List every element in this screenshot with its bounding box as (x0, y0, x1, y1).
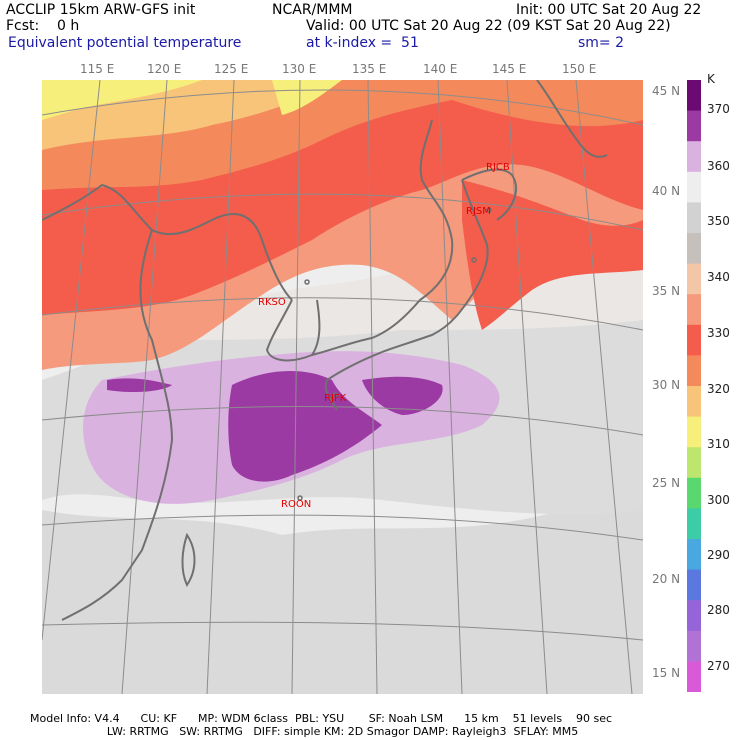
graticule (42, 80, 643, 694)
lon-label: 140 E (423, 62, 458, 76)
station-label: RKSO (258, 297, 286, 308)
field-name: Equivalent potential temperature (8, 35, 242, 51)
colorbar-tick: 280 (707, 603, 730, 617)
lon-label: 115 E (80, 62, 115, 76)
colorbar-segment (687, 447, 701, 479)
colorbar-tick: 300 (707, 493, 730, 507)
lon-label: 135 E (352, 62, 387, 76)
lat-label: 20 N (652, 572, 681, 586)
purple-field (228, 370, 382, 482)
colorbar-segment (687, 202, 701, 234)
colorbar-segment (687, 324, 701, 356)
level-label: at k-index = 51 (306, 35, 419, 51)
smoothing-label: sm= 2 (578, 35, 625, 51)
lon-label: 145 E (492, 62, 527, 76)
colorbar-segment (687, 294, 701, 326)
colorbar-segment (687, 600, 701, 632)
colorbar-segment (687, 80, 701, 112)
model-title: ACCLIP 15km ARW-GFS init (6, 2, 196, 18)
lon-label: 130 E (282, 62, 317, 76)
red-field-east (462, 180, 643, 330)
colorbar-tick: 330 (707, 326, 730, 340)
colorbar-tick: 370 (707, 102, 730, 116)
colorbar-tick: 270 (707, 659, 730, 673)
station-label: RJFK (324, 393, 347, 404)
colorbar (687, 80, 701, 692)
org-label: NCAR/MMM (272, 2, 353, 18)
init-time: Init: 00 UTC Sat 20 Aug 22 (516, 2, 702, 18)
lat-label: 30 N (652, 378, 681, 392)
colorbar-tick: 290 (707, 548, 730, 562)
coastline (42, 80, 608, 621)
model-info-line1: Model Info: V4.4 CU: KF MP: WDM 6class P… (30, 712, 613, 725)
colorbar-tick: 350 (707, 214, 730, 228)
model-info-line2: LW: RRTMG SW: RRTMG DIFF: simple KM: 2D … (30, 725, 579, 738)
colorbar-segment (687, 539, 701, 571)
yellow-field (42, 80, 202, 120)
station-label: ROON (281, 499, 312, 510)
lat-label: 35 N (652, 284, 681, 298)
lat-label: 15 N (652, 666, 681, 680)
lat-label: 40 N (652, 184, 681, 198)
colorbar-segment (687, 569, 701, 601)
station-label: RJSM (466, 206, 491, 217)
forecast-hour: Fcst: 0 h (6, 18, 80, 34)
purple-field (362, 376, 443, 415)
equivalent-potential-temperature-map (42, 80, 643, 694)
lon-label: 150 E (562, 62, 597, 76)
yellow-field (272, 80, 342, 115)
colorbar-segment (687, 508, 701, 540)
valid-time: Valid: 00 UTC Sat 20 Aug 22 (09 KST Sat … (306, 18, 671, 34)
colorbar-segment (687, 661, 701, 692)
lat-label: 25 N (652, 476, 681, 490)
lon-label: 120 E (147, 62, 182, 76)
station-label: RJCB (486, 162, 510, 173)
colorbar-segment (687, 110, 701, 142)
lon-label: 125 E (214, 62, 249, 76)
colorbar-tick: 340 (707, 270, 730, 284)
colorbar-tick: 310 (707, 437, 730, 451)
colorbar-segment (687, 263, 701, 295)
colorbar-segment (687, 233, 701, 265)
colorbar-segment (687, 141, 701, 173)
colorbar-segment (687, 630, 701, 662)
colorbar-segment (687, 386, 701, 418)
colorbar-tick: 360 (707, 159, 730, 173)
colorbar-segment (687, 416, 701, 448)
lat-label: 45 N (652, 84, 681, 98)
colorbar-tick: 320 (707, 382, 730, 396)
purple-field (107, 378, 172, 393)
colorbar-unit: K (707, 72, 715, 86)
station-dots (297, 207, 492, 501)
colorbar-segment (687, 355, 701, 387)
colorbar-segment (687, 171, 701, 203)
colorbar-segment (687, 477, 701, 509)
